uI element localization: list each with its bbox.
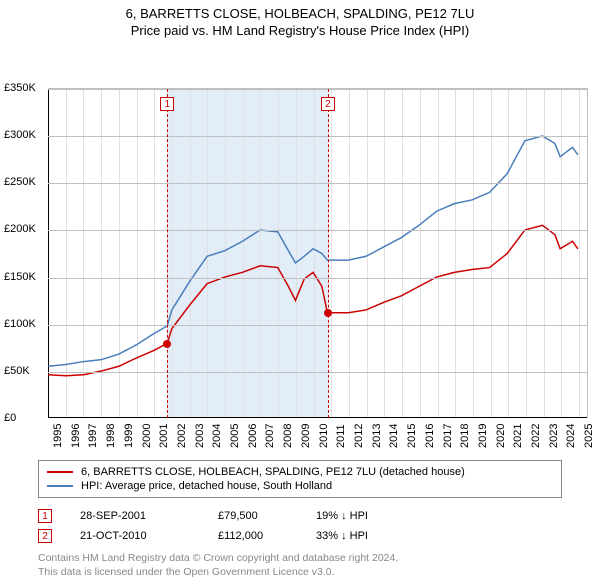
footer-line: Contains HM Land Registry data © Crown c… [38, 552, 562, 566]
sale-diff: 19% ↓ HPI [316, 510, 406, 522]
chart-lines [48, 89, 587, 418]
gridline-h [48, 230, 587, 231]
x-tick-label: 2002 [176, 424, 188, 448]
legend-label: 6, BARRETTS CLOSE, HOLBEACH, SPALDING, P… [81, 466, 465, 478]
chart-title-main: 6, BARRETTS CLOSE, HOLBEACH, SPALDING, P… [0, 6, 600, 21]
sale-date: 28-SEP-2001 [80, 510, 190, 522]
plot-area: 12 [48, 88, 588, 418]
x-tick-label: 2014 [388, 424, 400, 448]
x-tick-label: 2022 [530, 424, 542, 448]
gridline-h [48, 136, 587, 137]
gridline-h [48, 278, 587, 279]
chart-title-sub: Price paid vs. HM Land Registry's House … [0, 23, 600, 38]
sale-marker-dot [163, 340, 171, 348]
footer-attribution: Contains HM Land Registry data © Crown c… [38, 552, 562, 579]
legend-swatch [47, 471, 73, 473]
x-tick-label: 2012 [353, 424, 365, 448]
y-tick-label: £50K [4, 365, 30, 377]
legend-item: 6, BARRETTS CLOSE, HOLBEACH, SPALDING, P… [47, 465, 553, 479]
sale-marker-box: 2 [321, 97, 335, 111]
y-tick-label: £0 [4, 412, 16, 424]
sale-marker-box: 2 [38, 529, 52, 543]
series-price_paid [48, 225, 577, 375]
x-tick-label: 2017 [442, 424, 454, 448]
x-tick-label: 2023 [548, 424, 560, 448]
x-tick-label: 1996 [70, 424, 82, 448]
legend-swatch [47, 485, 73, 487]
x-tick-label: 1995 [52, 424, 64, 448]
sale-vline [167, 89, 168, 418]
gridline-h [48, 325, 587, 326]
x-tick-label: 2004 [211, 424, 223, 448]
x-tick-label: 2006 [247, 424, 259, 448]
x-tick-label: 2011 [335, 424, 347, 448]
y-tick-label: £350K [4, 82, 36, 94]
x-tick-label: 2015 [406, 424, 418, 448]
sale-marker-box: 1 [160, 97, 174, 111]
x-tick-label: 2025 [583, 424, 595, 448]
x-tick-label: 2003 [194, 424, 206, 448]
sale-marker-dot [324, 309, 332, 317]
legend-item: HPI: Average price, detached house, Sout… [47, 479, 553, 493]
x-tick-label: 2005 [229, 424, 241, 448]
x-tick-label: 2009 [300, 424, 312, 448]
gridline-h [48, 89, 587, 90]
legend-label: HPI: Average price, detached house, Sout… [81, 480, 332, 492]
sale-marker-box: 1 [38, 509, 52, 523]
x-tick-label: 2008 [282, 424, 294, 448]
sale-price: £79,500 [218, 510, 288, 522]
x-tick-label: 2024 [565, 424, 577, 448]
sale-row: 2 21-OCT-2010 £112,000 33% ↓ HPI [38, 526, 562, 546]
x-tick-label: 2007 [264, 424, 276, 448]
x-tick-label: 2020 [495, 424, 507, 448]
y-tick-label: £300K [4, 129, 36, 141]
x-tick-label: 2000 [141, 424, 153, 448]
series-hpi [48, 136, 577, 366]
sales-table: 1 28-SEP-2001 £79,500 19% ↓ HPI 2 21-OCT… [38, 506, 562, 546]
sale-vline [328, 89, 329, 418]
x-tick-label: 2016 [424, 424, 436, 448]
chart-area: 12 £0£50K£100K£150K£200K£250K£300K£350K1… [0, 38, 600, 418]
x-tick-label: 2019 [477, 424, 489, 448]
gridline-h [48, 372, 587, 373]
chart-title-block: 6, BARRETTS CLOSE, HOLBEACH, SPALDING, P… [0, 0, 600, 38]
sale-date: 21-OCT-2010 [80, 530, 190, 542]
x-tick-label: 2001 [158, 424, 170, 448]
legend-box: 6, BARRETTS CLOSE, HOLBEACH, SPALDING, P… [38, 460, 562, 498]
sale-row: 1 28-SEP-2001 £79,500 19% ↓ HPI [38, 506, 562, 526]
x-tick-label: 2018 [459, 424, 471, 448]
x-tick-label: 1997 [87, 424, 99, 448]
y-tick-label: £150K [4, 271, 36, 283]
x-tick-label: 2013 [371, 424, 383, 448]
y-tick-label: £100K [4, 318, 36, 330]
x-tick-label: 2021 [512, 424, 524, 448]
sale-diff: 33% ↓ HPI [316, 530, 406, 542]
x-tick-label: 1998 [105, 424, 117, 448]
gridline-h [48, 183, 587, 184]
x-tick-label: 1999 [123, 424, 135, 448]
y-tick-label: £200K [4, 223, 36, 235]
sale-price: £112,000 [218, 530, 288, 542]
y-tick-label: £250K [4, 176, 36, 188]
footer-line: This data is licensed under the Open Gov… [38, 566, 562, 579]
x-tick-label: 2010 [318, 424, 330, 448]
